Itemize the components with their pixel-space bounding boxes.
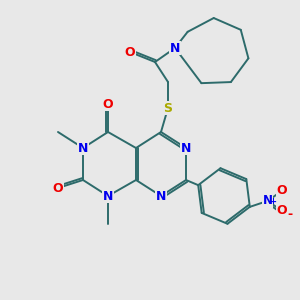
Text: O: O	[277, 204, 287, 218]
Text: O: O	[53, 182, 63, 194]
Text: O: O	[103, 98, 113, 110]
Text: +: +	[269, 197, 276, 206]
Text: S: S	[164, 101, 172, 115]
Text: N: N	[170, 41, 180, 55]
Text: -: -	[288, 208, 293, 221]
Text: N: N	[78, 142, 88, 154]
Text: N: N	[263, 194, 273, 207]
Text: N: N	[156, 190, 166, 202]
Text: N: N	[103, 190, 113, 202]
Text: N: N	[181, 142, 191, 154]
Text: O: O	[125, 46, 135, 59]
Text: O: O	[277, 184, 287, 197]
